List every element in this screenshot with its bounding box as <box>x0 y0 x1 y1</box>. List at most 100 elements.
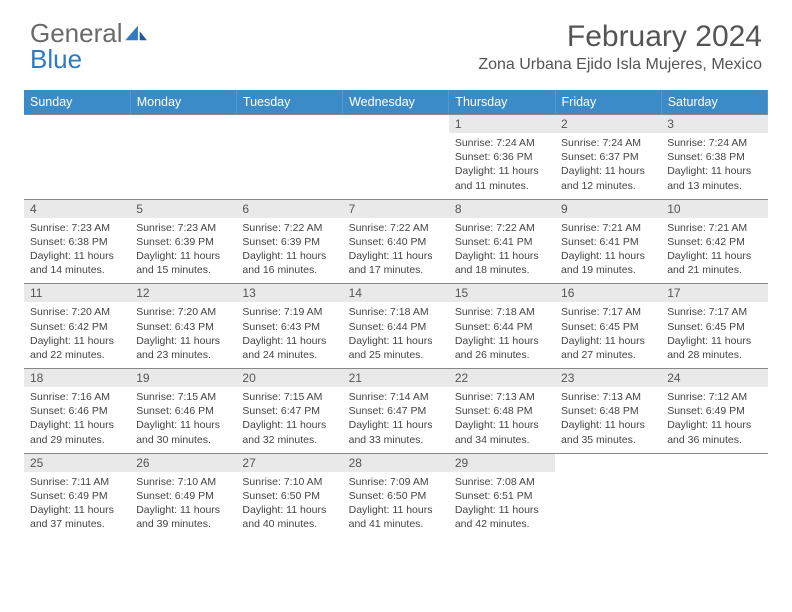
sunrise-text: Sunrise: 7:24 AM <box>667 136 761 150</box>
daylight-text: Daylight: 11 hours and 33 minutes. <box>349 418 443 446</box>
sunrise-text: Sunrise: 7:21 AM <box>667 221 761 235</box>
day-number: 5 <box>130 199 236 218</box>
sunset-text: Sunset: 6:50 PM <box>242 489 336 503</box>
daylight-text: Daylight: 11 hours and 30 minutes. <box>136 418 230 446</box>
sunset-text: Sunset: 6:44 PM <box>349 320 443 334</box>
daylight-text: Daylight: 11 hours and 27 minutes. <box>561 334 655 362</box>
sunrise-text: Sunrise: 7:18 AM <box>455 305 549 319</box>
day-detail: Sunrise: 7:15 AMSunset: 6:47 PMDaylight:… <box>236 387 342 453</box>
month-title: February 2024 <box>478 20 762 54</box>
day-number: 10 <box>661 199 767 218</box>
brand-part2: Blue <box>30 46 149 72</box>
day-number: 20 <box>236 369 342 388</box>
sunset-text: Sunset: 6:45 PM <box>667 320 761 334</box>
daylight-text: Daylight: 11 hours and 22 minutes. <box>30 334 124 362</box>
daylight-text: Daylight: 11 hours and 19 minutes. <box>561 249 655 277</box>
daylight-text: Daylight: 11 hours and 36 minutes. <box>667 418 761 446</box>
day-detail: Sunrise: 7:22 AMSunset: 6:39 PMDaylight:… <box>236 218 342 284</box>
sunset-text: Sunset: 6:43 PM <box>242 320 336 334</box>
sunset-text: Sunset: 6:42 PM <box>667 235 761 249</box>
sunset-text: Sunset: 6:37 PM <box>561 150 655 164</box>
sunrise-text: Sunrise: 7:17 AM <box>561 305 655 319</box>
empty-cell <box>555 453 661 472</box>
day-header: Sunday <box>24 90 130 115</box>
day-number: 21 <box>343 369 449 388</box>
day-number: 24 <box>661 369 767 388</box>
day-detail: Sunrise: 7:11 AMSunset: 6:49 PMDaylight:… <box>24 472 130 538</box>
sunrise-text: Sunrise: 7:15 AM <box>136 390 230 404</box>
day-detail: Sunrise: 7:23 AMSunset: 6:39 PMDaylight:… <box>130 218 236 284</box>
day-number: 18 <box>24 369 130 388</box>
sunrise-text: Sunrise: 7:17 AM <box>667 305 761 319</box>
day-detail: Sunrise: 7:15 AMSunset: 6:46 PMDaylight:… <box>130 387 236 453</box>
day-number: 14 <box>343 284 449 303</box>
sunrise-text: Sunrise: 7:15 AM <box>242 390 336 404</box>
day-detail: Sunrise: 7:13 AMSunset: 6:48 PMDaylight:… <box>449 387 555 453</box>
empty-cell <box>236 133 342 199</box>
daylight-text: Daylight: 11 hours and 34 minutes. <box>455 418 549 446</box>
sunrise-text: Sunrise: 7:22 AM <box>242 221 336 235</box>
day-detail: Sunrise: 7:09 AMSunset: 6:50 PMDaylight:… <box>343 472 449 538</box>
day-detail: Sunrise: 7:14 AMSunset: 6:47 PMDaylight:… <box>343 387 449 453</box>
day-header: Tuesday <box>236 90 342 115</box>
day-number: 4 <box>24 199 130 218</box>
day-content-row: Sunrise: 7:24 AMSunset: 6:36 PMDaylight:… <box>24 133 768 199</box>
day-number: 11 <box>24 284 130 303</box>
title-block: February 2024 Zona Urbana Ejido Isla Muj… <box>478 20 762 74</box>
day-number: 19 <box>130 369 236 388</box>
daylight-text: Daylight: 11 hours and 28 minutes. <box>667 334 761 362</box>
day-number: 28 <box>343 453 449 472</box>
sunset-text: Sunset: 6:36 PM <box>455 150 549 164</box>
day-number-row: 18192021222324 <box>24 369 768 388</box>
sunset-text: Sunset: 6:38 PM <box>667 150 761 164</box>
sunset-text: Sunset: 6:50 PM <box>349 489 443 503</box>
sunset-text: Sunset: 6:43 PM <box>136 320 230 334</box>
daylight-text: Daylight: 11 hours and 35 minutes. <box>561 418 655 446</box>
day-detail: Sunrise: 7:08 AMSunset: 6:51 PMDaylight:… <box>449 472 555 538</box>
day-content-row: Sunrise: 7:11 AMSunset: 6:49 PMDaylight:… <box>24 472 768 538</box>
sunrise-text: Sunrise: 7:11 AM <box>30 475 124 489</box>
sunset-text: Sunset: 6:49 PM <box>30 489 124 503</box>
day-detail: Sunrise: 7:20 AMSunset: 6:43 PMDaylight:… <box>130 302 236 368</box>
sunset-text: Sunset: 6:40 PM <box>349 235 443 249</box>
day-detail: Sunrise: 7:18 AMSunset: 6:44 PMDaylight:… <box>343 302 449 368</box>
daylight-text: Daylight: 11 hours and 23 minutes. <box>136 334 230 362</box>
day-number-row: 11121314151617 <box>24 284 768 303</box>
day-number: 8 <box>449 199 555 218</box>
sunrise-text: Sunrise: 7:20 AM <box>30 305 124 319</box>
daylight-text: Daylight: 11 hours and 18 minutes. <box>455 249 549 277</box>
day-detail: Sunrise: 7:24 AMSunset: 6:38 PMDaylight:… <box>661 133 767 199</box>
empty-cell <box>661 453 767 472</box>
day-detail: Sunrise: 7:18 AMSunset: 6:44 PMDaylight:… <box>449 302 555 368</box>
sunrise-text: Sunrise: 7:24 AM <box>561 136 655 150</box>
day-header-row: SundayMondayTuesdayWednesdayThursdayFrid… <box>24 90 768 115</box>
daylight-text: Daylight: 11 hours and 41 minutes. <box>349 503 443 531</box>
day-number-row: 2526272829 <box>24 453 768 472</box>
daylight-text: Daylight: 11 hours and 16 minutes. <box>242 249 336 277</box>
day-detail: Sunrise: 7:19 AMSunset: 6:43 PMDaylight:… <box>236 302 342 368</box>
empty-cell <box>130 115 236 134</box>
header: GeneralBlue February 2024 Zona Urbana Ej… <box>0 0 792 82</box>
daylight-text: Daylight: 11 hours and 26 minutes. <box>455 334 549 362</box>
day-number: 6 <box>236 199 342 218</box>
empty-cell <box>24 115 130 134</box>
daylight-text: Daylight: 11 hours and 14 minutes. <box>30 249 124 277</box>
day-header: Monday <box>130 90 236 115</box>
empty-cell <box>236 115 342 134</box>
day-detail: Sunrise: 7:17 AMSunset: 6:45 PMDaylight:… <box>555 302 661 368</box>
sunset-text: Sunset: 6:38 PM <box>30 235 124 249</box>
day-number: 7 <box>343 199 449 218</box>
day-detail: Sunrise: 7:22 AMSunset: 6:41 PMDaylight:… <box>449 218 555 284</box>
day-number: 26 <box>130 453 236 472</box>
sunrise-text: Sunrise: 7:23 AM <box>30 221 124 235</box>
day-number: 29 <box>449 453 555 472</box>
sunset-text: Sunset: 6:49 PM <box>136 489 230 503</box>
day-detail: Sunrise: 7:21 AMSunset: 6:41 PMDaylight:… <box>555 218 661 284</box>
daylight-text: Daylight: 11 hours and 25 minutes. <box>349 334 443 362</box>
sunrise-text: Sunrise: 7:10 AM <box>136 475 230 489</box>
brand-logo: GeneralBlue <box>30 20 149 72</box>
day-detail: Sunrise: 7:12 AMSunset: 6:49 PMDaylight:… <box>661 387 767 453</box>
day-header: Saturday <box>661 90 767 115</box>
day-content-row: Sunrise: 7:20 AMSunset: 6:42 PMDaylight:… <box>24 302 768 368</box>
daylight-text: Daylight: 11 hours and 40 minutes. <box>242 503 336 531</box>
